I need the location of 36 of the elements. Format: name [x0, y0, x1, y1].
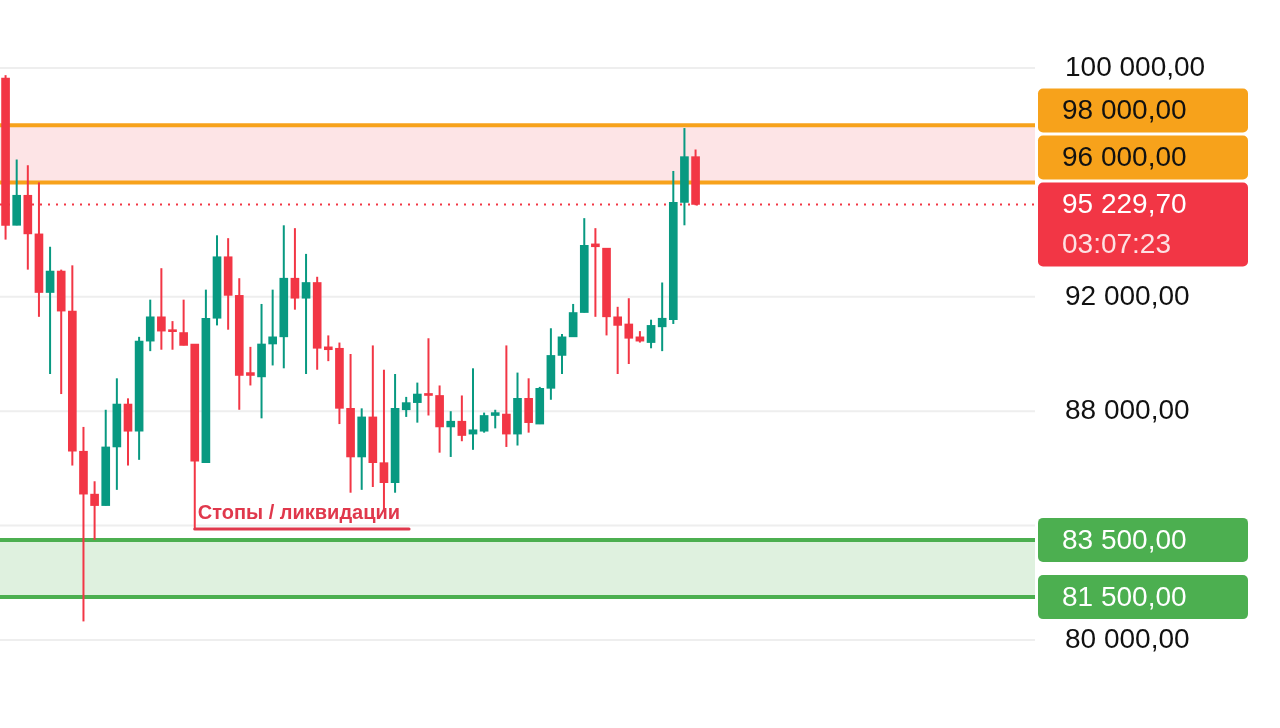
- candlestick: [90, 480, 99, 541]
- candlestick: [657, 281, 667, 353]
- ref-line-label: 81 500,00: [1062, 580, 1187, 612]
- candlestick: [290, 227, 300, 311]
- candlestick: [246, 345, 255, 387]
- ref-line-label: 98 000,00: [1062, 94, 1187, 126]
- candlestick: [424, 337, 433, 417]
- candlestick: [168, 320, 177, 351]
- candlestick: [490, 408, 500, 430]
- annotation: Стопы / ликвидации: [197, 501, 401, 523]
- candlestick: [457, 394, 467, 443]
- candlestick: [157, 267, 166, 351]
- candlestick: [323, 334, 333, 363]
- ref-line-label: 83 500,00: [1062, 523, 1187, 555]
- candlestick: [401, 395, 411, 418]
- candlestick: [413, 381, 422, 424]
- candlestick: [502, 344, 511, 448]
- candlestick: [268, 288, 277, 367]
- candlestick: [624, 297, 634, 366]
- y-tick-label: 88 000,00: [1065, 393, 1190, 425]
- candlestick: [179, 298, 188, 347]
- candlestick: [468, 367, 478, 451]
- candlestick: [45, 245, 55, 376]
- candlestick: [557, 332, 567, 376]
- y-tick-label: 80 000,00: [1065, 622, 1190, 654]
- candlestick: [591, 227, 600, 318]
- candlestick: [301, 252, 311, 376]
- y-tick-label: 100 000,00: [1065, 50, 1206, 82]
- candlestick: [446, 410, 456, 458]
- ref-line-label: 95 229,70: [1062, 188, 1187, 220]
- candlestick: [646, 318, 656, 350]
- text: 03:07:23: [1062, 228, 1171, 260]
- candlestick: [479, 411, 489, 434]
- candlestick: [613, 305, 622, 376]
- ref-line-label: 96 000,00: [1062, 141, 1187, 173]
- y-tick-label: 92 000,00: [1065, 279, 1190, 311]
